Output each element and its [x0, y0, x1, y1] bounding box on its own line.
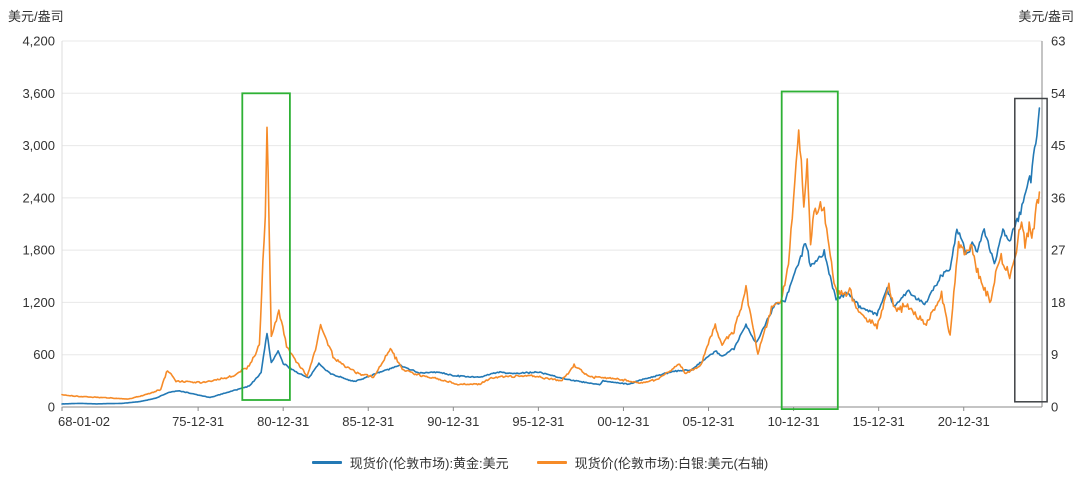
svg-text:68-01-02: 68-01-02: [58, 414, 110, 429]
svg-text:54: 54: [1051, 86, 1065, 101]
silver-line-swatch: [536, 461, 567, 464]
svg-text:27: 27: [1051, 243, 1065, 258]
legend-item-silver[interactable]: 现货价(伦敦市场):白银:美元(右轴): [536, 453, 769, 472]
svg-text:1,200: 1,200: [22, 295, 55, 310]
svg-text:95-12-31: 95-12-31: [512, 414, 564, 429]
svg-text:1,800: 1,800: [22, 243, 55, 258]
svg-text:3,600: 3,600: [22, 86, 55, 101]
svg-text:4,200: 4,200: [22, 34, 55, 49]
svg-text:80-12-31: 80-12-31: [257, 414, 309, 429]
legend-item-gold[interactable]: 现货价(伦敦市场):黄金:美元: [311, 453, 509, 472]
svg-text:75-12-31: 75-12-31: [172, 414, 224, 429]
svg-text:3,000: 3,000: [22, 138, 55, 153]
left-axis-title: 美元/盎司: [8, 9, 64, 24]
svg-text:2,400: 2,400: [22, 190, 55, 205]
svg-text:0: 0: [1051, 400, 1058, 415]
chart-plot-area: 0 0 600 9 1,200 18 1,800 27 2,400 36 3,000 45 3,600 5…: [22, 34, 1065, 430]
svg-text:600: 600: [33, 347, 55, 362]
svg-text:45: 45: [1051, 138, 1065, 153]
svg-text:63: 63: [1051, 34, 1065, 49]
svg-text:15-12-31: 15-12-31: [853, 414, 905, 429]
svg-text:10-12-31: 10-12-31: [768, 414, 820, 429]
svg-text:90-12-31: 90-12-31: [427, 414, 479, 429]
svg-text:00-12-31: 00-12-31: [597, 414, 649, 429]
chart-legend: 现货价(伦敦市场):黄金:美元 现货价(伦敦市场):白银:美元(右轴): [0, 453, 1080, 472]
right-axis-title: 美元/盎司: [1018, 9, 1074, 24]
svg-text:85-12-31: 85-12-31: [342, 414, 394, 429]
svg-text:0: 0: [48, 400, 55, 415]
svg-text:36: 36: [1051, 190, 1065, 205]
svg-text:20-12-31: 20-12-31: [938, 414, 990, 429]
svg-text:9: 9: [1051, 347, 1058, 362]
svg-text:05-12-31: 05-12-31: [683, 414, 735, 429]
legend-label-silver: 现货价(伦敦市场):白银:美元(右轴): [574, 456, 769, 471]
svg-text:18: 18: [1051, 295, 1065, 310]
gold-line-swatch: [311, 461, 342, 464]
legend-label-gold: 现货价(伦敦市场):黄金:美元: [349, 456, 509, 471]
